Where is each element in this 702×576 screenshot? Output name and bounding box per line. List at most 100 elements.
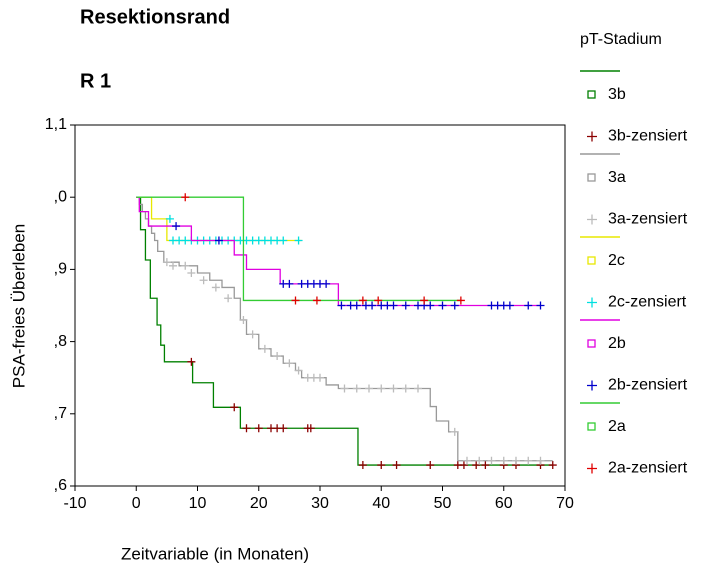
censor-mark bbox=[456, 296, 465, 305]
chart-title: Resektionsrand bbox=[80, 6, 230, 28]
censor-mark bbox=[438, 301, 447, 310]
survival-line bbox=[136, 196, 553, 466]
survival-line bbox=[136, 196, 302, 242]
legend-label: 3b-zensiert bbox=[608, 128, 688, 145]
censor-mark bbox=[181, 261, 190, 270]
censor-mark bbox=[211, 283, 220, 292]
x-tick-label: 0 bbox=[132, 495, 141, 512]
legend-label: 3a-zensiert bbox=[608, 211, 688, 228]
censor-mark bbox=[420, 296, 429, 305]
censor-mark bbox=[481, 461, 490, 470]
censor-mark bbox=[165, 214, 174, 223]
legend-symbol bbox=[587, 90, 596, 99]
legend-symbol bbox=[587, 422, 596, 431]
censor-mark bbox=[224, 294, 233, 303]
legend-symbol bbox=[587, 173, 596, 182]
censor-mark bbox=[187, 357, 196, 366]
censor-mark bbox=[337, 301, 346, 310]
censor-mark bbox=[285, 359, 294, 368]
censor-mark bbox=[377, 461, 386, 470]
censor-mark bbox=[358, 296, 367, 305]
censor-mark bbox=[187, 269, 196, 278]
legend-label: 2a-zensiert bbox=[608, 460, 688, 477]
censor-mark bbox=[273, 352, 282, 361]
censor-mark bbox=[230, 403, 239, 412]
legend-symbol bbox=[587, 297, 597, 308]
censor-mark bbox=[512, 456, 520, 465]
censor-mark bbox=[472, 461, 481, 470]
censor-mark bbox=[426, 461, 435, 470]
censor-mark bbox=[172, 222, 181, 231]
chart-subtitle: R 1 bbox=[80, 70, 111, 92]
censor-mark bbox=[279, 424, 288, 433]
censor-mark bbox=[475, 456, 484, 465]
censor-mark bbox=[401, 384, 410, 393]
censor-mark bbox=[368, 301, 377, 310]
censor-mark bbox=[392, 461, 401, 470]
censor-mark bbox=[285, 279, 294, 288]
censor-mark bbox=[374, 296, 383, 305]
censor-mark bbox=[340, 384, 349, 393]
censor-mark bbox=[524, 301, 533, 310]
censor-mark bbox=[377, 384, 386, 393]
legend-label: 2a bbox=[608, 418, 626, 435]
censor-mark bbox=[414, 384, 422, 393]
censor-mark bbox=[294, 236, 303, 245]
legend-label: 3a bbox=[608, 169, 626, 186]
censor-mark bbox=[214, 236, 223, 245]
legend-label: 2c-zensiert bbox=[608, 294, 687, 311]
survival-line bbox=[136, 196, 541, 307]
legend-title: pT-Stadium bbox=[580, 31, 662, 48]
legend-symbol bbox=[587, 256, 596, 265]
censor-mark bbox=[459, 461, 468, 470]
censor-mark bbox=[487, 456, 496, 465]
censor-mark bbox=[199, 276, 208, 285]
censor-mark bbox=[524, 456, 533, 465]
censor-mark bbox=[279, 236, 288, 245]
censor-mark bbox=[162, 258, 171, 267]
censor-mark bbox=[389, 384, 398, 393]
x-tick-label: 10 bbox=[189, 495, 207, 512]
y-tick-label: ,6 bbox=[54, 477, 67, 494]
legend-symbol bbox=[587, 131, 597, 142]
legend-symbol bbox=[587, 463, 597, 474]
censor-mark bbox=[389, 301, 398, 310]
censor-mark bbox=[365, 384, 373, 393]
censor-mark bbox=[505, 301, 514, 310]
legend-label: 2b bbox=[608, 335, 626, 352]
censor-mark bbox=[548, 461, 557, 470]
x-tick-label: 20 bbox=[250, 495, 268, 512]
survival-line bbox=[136, 196, 553, 462]
x-axis-label: Zeitvariable (in Monaten) bbox=[121, 544, 309, 563]
censor-mark bbox=[181, 193, 190, 202]
censor-mark bbox=[291, 296, 300, 305]
censor-mark bbox=[322, 279, 331, 288]
x-tick-label: 60 bbox=[495, 495, 513, 512]
legend-symbol bbox=[587, 214, 597, 225]
y-tick-label: 1,1 bbox=[45, 116, 67, 133]
censor-mark bbox=[294, 366, 303, 375]
legend-label: 3b bbox=[608, 86, 626, 103]
censor-mark bbox=[169, 261, 177, 270]
y-tick-label: ,0 bbox=[54, 188, 67, 205]
censor-mark bbox=[352, 384, 361, 393]
y-tick-label: ,8 bbox=[54, 333, 67, 350]
legend-label: 2b-zensiert bbox=[608, 377, 688, 394]
censor-mark bbox=[248, 330, 257, 339]
censor-mark bbox=[499, 456, 508, 465]
censor-mark bbox=[242, 424, 251, 433]
censor-mark bbox=[260, 344, 269, 353]
censor-mark bbox=[358, 461, 367, 470]
censor-mark bbox=[352, 301, 361, 310]
censor-mark bbox=[401, 301, 410, 310]
censor-mark bbox=[463, 456, 471, 465]
censor-mark bbox=[306, 424, 315, 433]
legend-symbol bbox=[587, 339, 596, 348]
x-tick-label: -10 bbox=[63, 495, 86, 512]
y-tick-label: ,7 bbox=[54, 405, 67, 422]
x-tick-label: 70 bbox=[556, 495, 574, 512]
censor-mark bbox=[450, 301, 459, 310]
censor-mark bbox=[450, 427, 459, 436]
y-tick-label: ,9 bbox=[54, 261, 67, 278]
